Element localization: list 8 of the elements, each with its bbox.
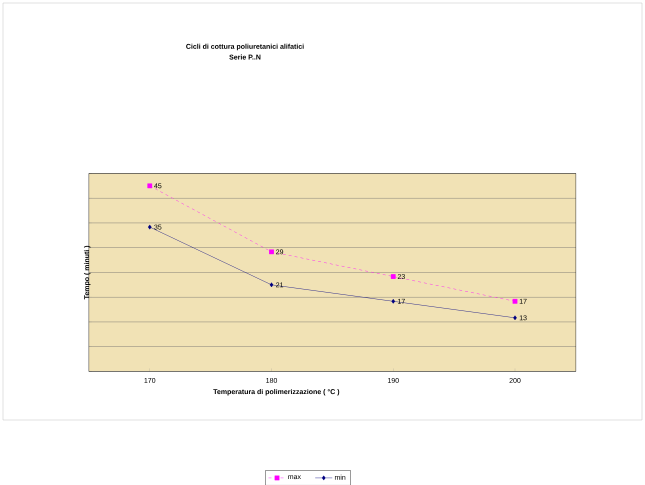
point <box>147 183 152 188</box>
point <box>269 249 274 254</box>
point <box>513 315 517 320</box>
point <box>391 298 396 304</box>
point <box>512 298 518 304</box>
point <box>148 224 152 230</box>
point <box>390 274 396 279</box>
point <box>270 282 274 288</box>
